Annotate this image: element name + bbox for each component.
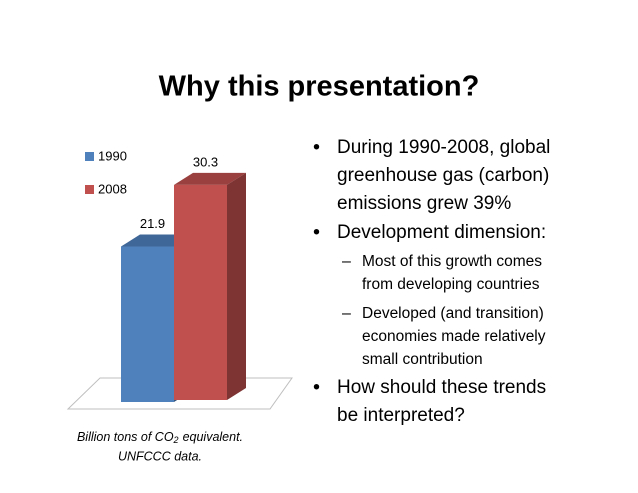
- bar-side: [227, 172, 246, 400]
- caption-text: equivalent.: [183, 430, 243, 444]
- bar: [121, 246, 174, 402]
- bullet-dot: •: [313, 221, 320, 243]
- bullet-dot: •: [313, 136, 320, 158]
- data-label: 30.3: [193, 154, 218, 169]
- bar: [174, 184, 227, 400]
- bullet-text: Development dimension:: [337, 222, 546, 243]
- slide-title: Why this presentation?: [159, 71, 480, 103]
- data-label: 21.9: [140, 216, 165, 231]
- sub-bullet-text: economies made relatively: [362, 328, 546, 345]
- sub-bullet-text: Developed (and transition): [362, 305, 544, 322]
- sub-bullet-text: Most of this growth comes: [362, 253, 542, 270]
- caption: Billion tons of CO2 equivalent.: [77, 430, 243, 445]
- sub-bullet-dash: –: [342, 305, 351, 322]
- sub-bullet-text: small contribution: [362, 351, 483, 368]
- bullet-text: During 1990-2008, global: [337, 137, 550, 158]
- bullet-text: emissions grew 39%: [337, 193, 511, 214]
- sub-bullet-text: from developing countries: [362, 276, 540, 293]
- bullet-text: be interpreted?: [337, 405, 465, 426]
- sub-bullet-dash: –: [342, 253, 351, 270]
- caption-source: UNFCCC data.: [118, 449, 202, 463]
- caption-sub: 2: [173, 435, 179, 445]
- legend-swatch: [85, 152, 94, 161]
- legend-swatch: [85, 185, 94, 194]
- legend-label: 1990: [98, 148, 127, 163]
- caption-text: Billion tons of CO: [77, 430, 174, 444]
- bullet-text: greenhouse gas (carbon): [337, 165, 549, 186]
- bullet-dot: •: [313, 376, 320, 398]
- bullet-text: How should these trends: [337, 377, 546, 398]
- legend-label: 2008: [98, 181, 127, 196]
- bar-top: [174, 172, 246, 185]
